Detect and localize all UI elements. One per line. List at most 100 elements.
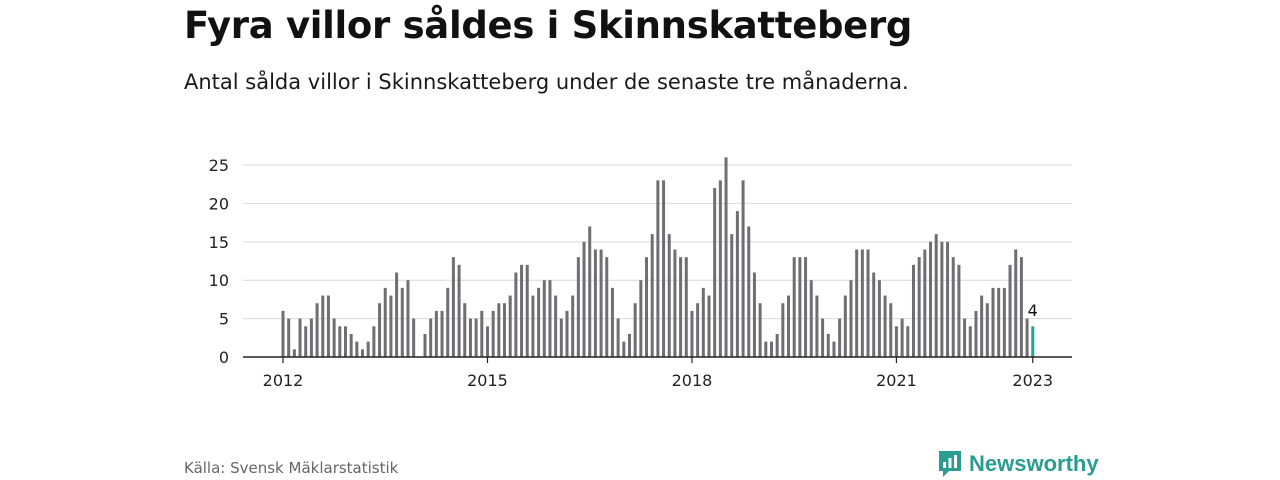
bar xyxy=(667,234,671,357)
bar xyxy=(917,257,921,357)
bar xyxy=(531,295,535,357)
bar xyxy=(542,280,546,357)
x-tick-label: 2015 xyxy=(467,371,508,390)
bar xyxy=(957,264,961,357)
bar xyxy=(1008,264,1012,357)
bar xyxy=(650,234,654,357)
bar xyxy=(292,349,296,357)
bar xyxy=(355,341,359,357)
bar xyxy=(559,318,563,357)
source-note: Källa: Svensk Mäklarstatistik xyxy=(184,459,399,477)
bar xyxy=(599,249,603,357)
bar xyxy=(497,303,501,357)
bar xyxy=(860,249,864,357)
bar xyxy=(332,318,336,357)
bar xyxy=(747,226,751,357)
bar xyxy=(769,341,773,357)
y-tick-label: 20 xyxy=(209,194,229,213)
bar xyxy=(718,180,722,357)
bar xyxy=(451,257,455,357)
bar xyxy=(298,318,302,357)
bar xyxy=(463,303,467,357)
bar xyxy=(832,341,836,357)
bar xyxy=(963,318,967,357)
bar xyxy=(1031,326,1035,357)
bar xyxy=(616,318,620,357)
annotation-label: 4 xyxy=(1028,301,1038,320)
bar xyxy=(491,310,495,357)
bar xyxy=(940,241,944,357)
brand-logo: Newsworthy xyxy=(937,449,1099,479)
bar xyxy=(679,257,683,357)
bar xyxy=(974,310,978,357)
bar xyxy=(588,226,592,357)
bar-chart: 0 5 10 15 20 25 2012 2015 2018 2021 2023 4 xyxy=(209,156,1072,390)
bar xyxy=(304,326,308,357)
bar xyxy=(508,295,512,357)
bar xyxy=(838,318,842,357)
x-tick-label: 2018 xyxy=(672,371,713,390)
bar xyxy=(826,333,830,357)
bar xyxy=(423,333,427,357)
bar xyxy=(792,257,796,357)
bar xyxy=(911,264,915,357)
bar xyxy=(758,303,762,357)
brand-name: Newsworthy xyxy=(969,451,1099,476)
bar xyxy=(849,280,853,357)
bar xyxy=(1014,249,1018,357)
y-tick-label: 10 xyxy=(209,271,229,290)
bar xyxy=(633,303,637,357)
bar xyxy=(1025,318,1029,357)
bar xyxy=(815,295,819,357)
bar xyxy=(724,157,728,357)
x-tick-label: 2012 xyxy=(263,371,304,390)
bar xyxy=(684,257,688,357)
bar xyxy=(400,287,404,357)
bar xyxy=(315,303,319,357)
bar xyxy=(900,318,904,357)
bar xyxy=(730,234,734,357)
bar xyxy=(798,257,802,357)
bar xyxy=(696,303,700,357)
bar xyxy=(361,349,365,357)
bar xyxy=(707,295,711,357)
bar xyxy=(639,280,643,357)
bar xyxy=(809,280,813,357)
bar xyxy=(673,249,677,357)
bar xyxy=(412,318,416,357)
chart-title: Fyra villor såldes i Skinnskatteberg xyxy=(184,4,913,47)
bar xyxy=(781,303,785,357)
bar xyxy=(389,295,393,357)
bar xyxy=(690,310,694,357)
bar xyxy=(997,287,1001,357)
newsworthy-logo-icon xyxy=(939,451,961,477)
bar xyxy=(537,287,541,357)
bar xyxy=(894,326,898,357)
bar xyxy=(565,310,569,357)
bar xyxy=(934,234,938,357)
bar xyxy=(554,295,558,357)
bar xyxy=(468,318,472,357)
y-tick-label: 0 xyxy=(219,348,229,367)
bar xyxy=(741,180,745,357)
bar xyxy=(843,295,847,357)
bar xyxy=(906,326,910,357)
bar xyxy=(991,287,995,357)
bar xyxy=(321,295,325,357)
bar xyxy=(804,257,808,357)
bar xyxy=(548,280,552,357)
bar xyxy=(866,249,870,357)
y-tick-label: 25 xyxy=(209,156,229,175)
bar xyxy=(656,180,660,357)
bar xyxy=(752,272,756,357)
x-tick-label: 2021 xyxy=(876,371,917,390)
bar xyxy=(514,272,518,357)
x-tick-label: 2023 xyxy=(1012,371,1053,390)
bar xyxy=(383,287,387,357)
bar xyxy=(525,264,529,357)
bar xyxy=(520,264,524,357)
bar xyxy=(281,310,285,357)
bar xyxy=(701,287,705,357)
bar xyxy=(872,272,876,357)
bar xyxy=(645,257,649,357)
